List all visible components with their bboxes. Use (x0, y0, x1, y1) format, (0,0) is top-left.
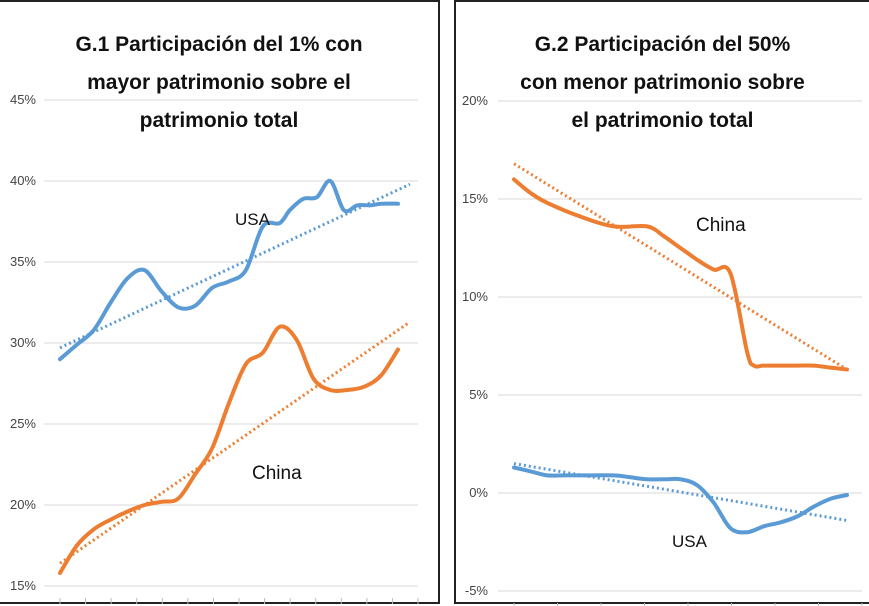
y-tick-label: 15% (10, 578, 36, 593)
title-line: el patrimonio total (571, 109, 754, 132)
series-annotation: China (696, 215, 746, 236)
series-line-china (58, 324, 400, 575)
y-tick-label: 30% (10, 335, 36, 350)
series-annotation: USA (672, 532, 708, 551)
title-line: con menor patrimonio sobre (520, 71, 805, 94)
chart-panel-g1: G.1 Participación del 1% con mayor patri… (0, 0, 440, 604)
y-tick-label: 0% (469, 485, 488, 500)
series-line-china (512, 177, 849, 372)
y-tick-label: 5% (469, 387, 488, 402)
trend-line-usa (59, 182, 411, 350)
chart-plot-g1: 45% 40% 35% 30% 25% 20% 15% USA China (10, 92, 419, 604)
y-tick-label: 20% (462, 93, 488, 108)
trend-line-china (59, 320, 411, 565)
y-tick-label: 15% (462, 191, 488, 206)
title-line: mayor patrimonio sobre el (87, 71, 351, 94)
title-line: G.2 Participación del 50% (534, 33, 791, 56)
series-annotation: USA (235, 210, 271, 229)
y-tick-label: 35% (10, 254, 36, 269)
chart-title-g2: G.2 Participación del 50% con menor patr… (456, 26, 869, 140)
chart-title-g1: G.1 Participación del 1% con mayor patri… (0, 26, 438, 140)
trend-line-usa (513, 462, 848, 522)
y-tick-label: 25% (10, 416, 36, 431)
title-line: patrimonio total (139, 109, 299, 132)
y-tick-label: 20% (10, 497, 36, 512)
y-tick-label: 45% (10, 92, 36, 107)
series-line-usa (512, 465, 849, 535)
chart-plot-g2: 20% 15% 10% 5% 0% -5% China USA (462, 93, 863, 606)
y-tick-label: 40% (10, 173, 36, 188)
series-line-usa (58, 178, 400, 362)
y-tick-label: 10% (462, 289, 488, 304)
y-tick-label: -5% (465, 583, 489, 598)
trend-line-china (513, 162, 848, 371)
series-annotation: China (252, 463, 302, 484)
title-line: G.1 Participación del 1% con (75, 33, 363, 56)
chart-panel-g2: G.2 Participación del 50% con menor patr… (454, 0, 869, 606)
